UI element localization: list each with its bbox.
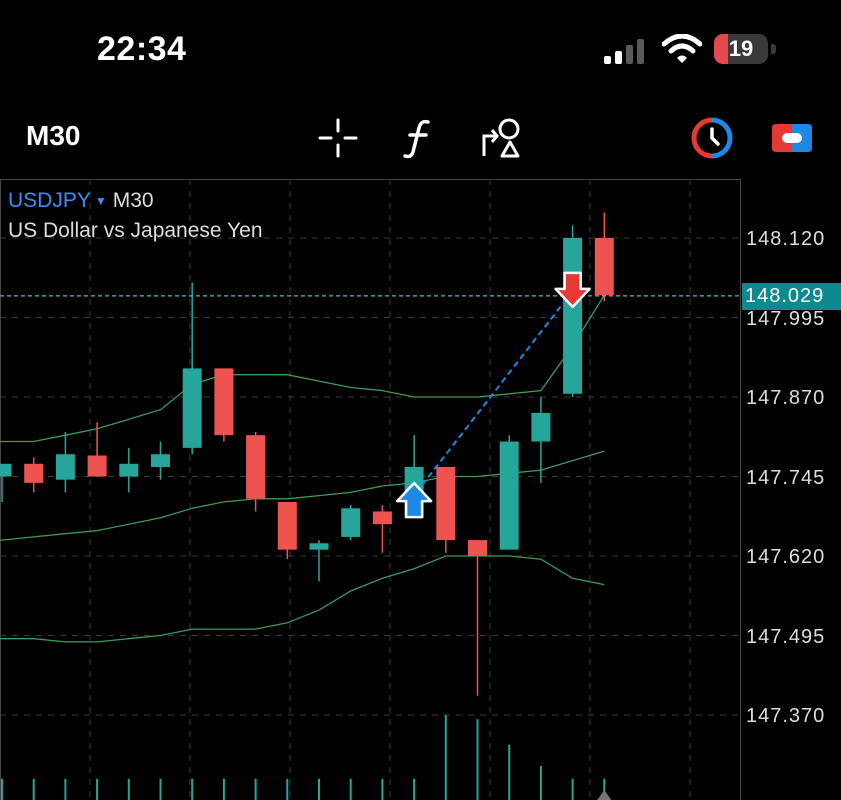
candle-body xyxy=(119,463,139,477)
symbol-header[interactable]: USDJPY ▼ M30 xyxy=(8,189,154,213)
wifi-icon xyxy=(662,34,702,63)
price-axis-label: 147.745 xyxy=(746,467,826,489)
candle-body xyxy=(563,238,583,394)
candle-body xyxy=(246,435,266,499)
chart-canvas[interactable] xyxy=(0,179,841,800)
symbol-timeframe: M30 xyxy=(112,189,154,212)
indicators-icon[interactable] xyxy=(398,116,442,160)
symbol-description: US Dollar vs Japanese Yen xyxy=(8,219,263,242)
chart-toolbar: M30 xyxy=(0,106,841,168)
price-axis-label: 147.620 xyxy=(746,546,826,568)
candle-body xyxy=(55,454,75,480)
last-bar-marker-icon xyxy=(597,790,612,800)
bollinger-band-upper xyxy=(0,294,605,443)
price-axis-label: 147.995 xyxy=(746,308,826,330)
price-axis-label: 147.370 xyxy=(746,705,826,727)
objects-icon[interactable] xyxy=(480,116,524,160)
timer-icon[interactable] xyxy=(690,116,734,160)
bollinger-band-middle xyxy=(0,450,605,541)
candle-body xyxy=(499,441,519,550)
trade-toggle-icon[interactable] xyxy=(770,116,814,160)
status-bar: 22:34 19 xyxy=(0,0,841,100)
candle-body xyxy=(436,466,456,541)
candle-body xyxy=(594,238,614,296)
bollinger-band-lower xyxy=(0,555,605,643)
cellular-signal-icon xyxy=(604,39,644,64)
price-axis-label: 147.870 xyxy=(746,387,826,409)
plot-frame xyxy=(0,179,741,800)
candle-body xyxy=(214,368,234,436)
candle-body xyxy=(309,543,329,550)
symbol-name[interactable]: USDJPY xyxy=(8,189,91,212)
sell-arrow-icon xyxy=(554,271,591,309)
price-chart[interactable]: USDJPY ▼ M30 US Dollar vs Japanese Yen 148… xyxy=(0,179,841,800)
price-axis-label: 148.120 xyxy=(746,228,826,250)
candle-body xyxy=(277,501,297,550)
trade-connector-line xyxy=(421,298,568,486)
candle-body xyxy=(24,463,44,483)
candle-body xyxy=(531,412,551,442)
battery-level: 19 xyxy=(728,36,754,61)
candle-body xyxy=(341,508,361,537)
candle-body xyxy=(151,454,170,467)
current-price-tag: 148.029 xyxy=(742,283,841,310)
candle-body xyxy=(372,511,392,525)
crosshair-icon[interactable] xyxy=(316,116,360,160)
candle-body xyxy=(0,463,12,477)
candle-body xyxy=(182,368,202,448)
price-axis-label: 147.495 xyxy=(746,626,826,648)
battery-indicator: 19 xyxy=(714,34,778,66)
symbol-dropdown-icon[interactable]: ▼ xyxy=(94,194,107,208)
buy-arrow-icon xyxy=(395,481,433,519)
timeframe-button[interactable]: M30 xyxy=(26,120,81,151)
status-time: 22:34 xyxy=(97,30,187,68)
candle-body xyxy=(87,455,107,477)
candle-body xyxy=(468,540,487,556)
